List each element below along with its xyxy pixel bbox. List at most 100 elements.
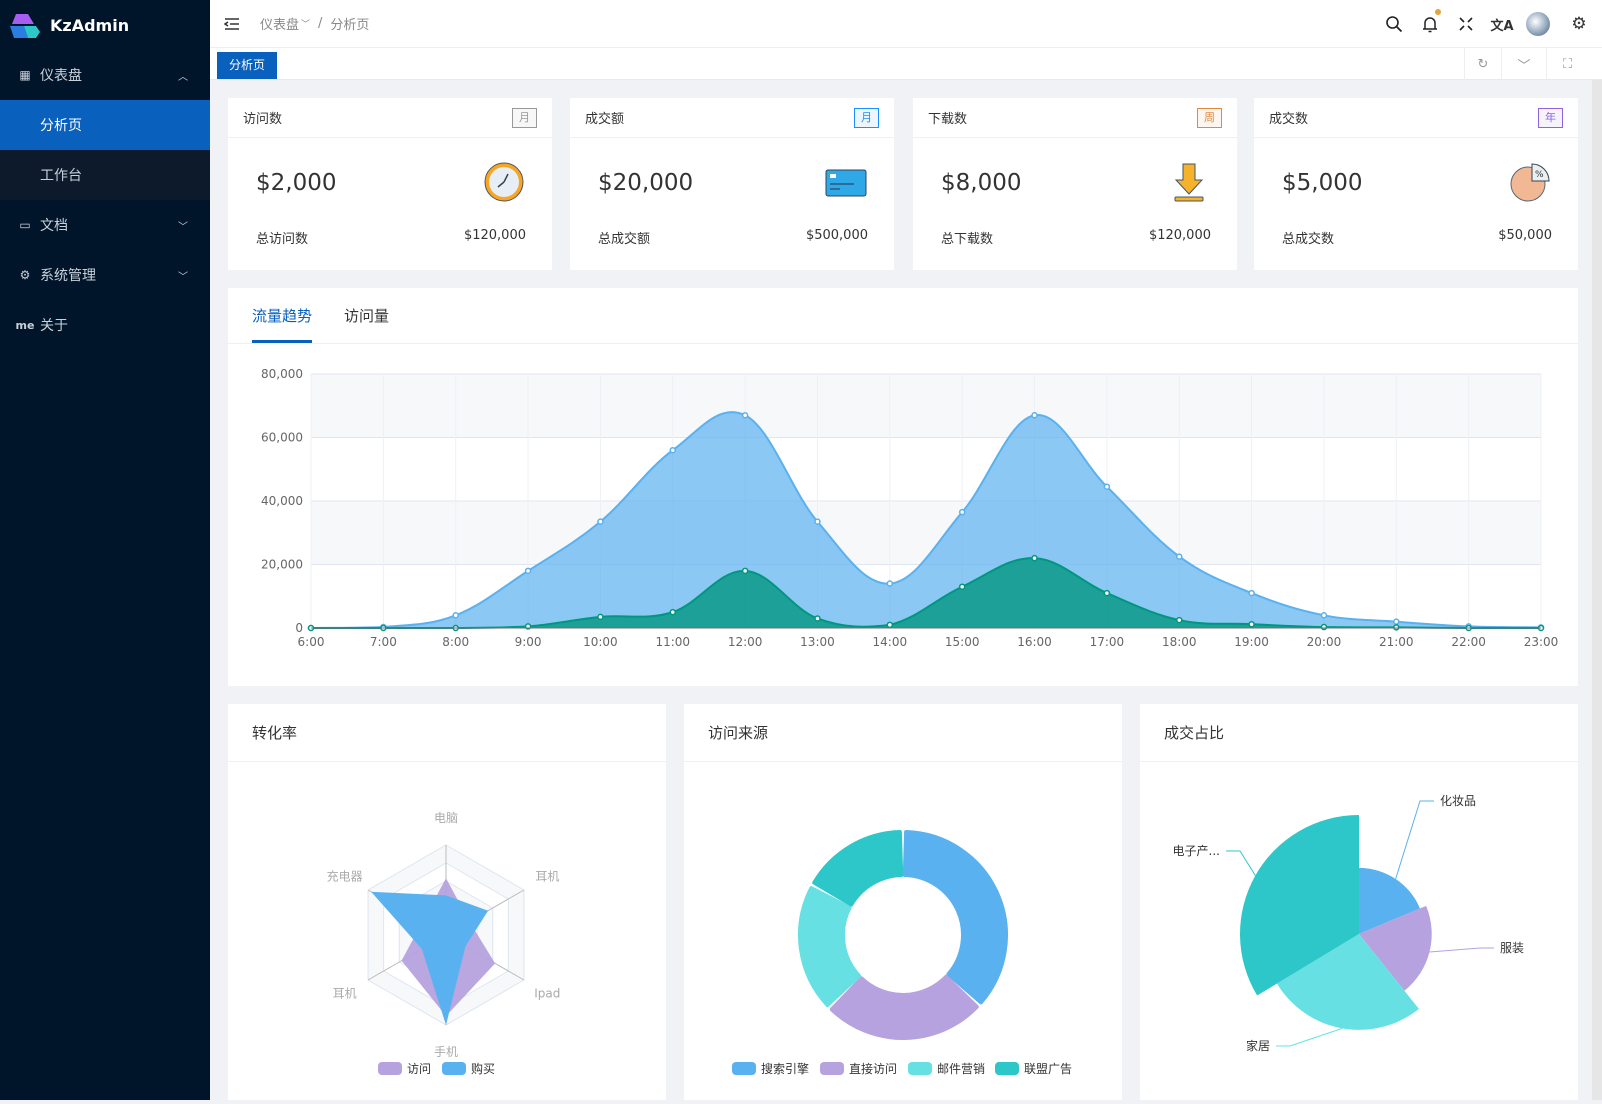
stat-total-value: $50,000 [1498, 228, 1552, 243]
radar-indicator-label: 耳机 [333, 987, 357, 1001]
x-tick-label: 12:00 [728, 635, 763, 649]
stat-card: 成交数 年 $5,000 % 总成交数 $50,000 [1254, 98, 1578, 270]
radar-indicator-label: 手机 [434, 1045, 458, 1059]
search-icon[interactable] [1376, 0, 1412, 48]
x-tick-label: 17:00 [1090, 635, 1125, 649]
stat-value: $2,000 [256, 170, 337, 196]
series-0-point [597, 518, 604, 525]
sidebar-item-system[interactable]: ⚙ 系统管理 ﹀ [0, 250, 210, 300]
slice-label: 电子产... [1173, 844, 1220, 858]
visit-source-card: 访问来源 搜索引擎 直接访问 邮件营销 联盟广告 [684, 704, 1122, 1100]
sidebar-item-label: 关于 [40, 318, 68, 334]
period-badge: 月 [512, 107, 537, 128]
me-icon: me [15, 318, 35, 332]
series-0-point [1393, 618, 1400, 625]
menu-fold-icon[interactable] [214, 0, 250, 48]
scrollbar[interactable] [1592, 80, 1602, 1100]
stat-card: 下载数 周 $8,000 总下载数 $120,000 [913, 98, 1237, 270]
legend-swatch [378, 1062, 402, 1075]
chevron-down-icon: ﹀ [301, 20, 311, 30]
sidebar: KzAdmin ▦ 仪表盘 ︿ 分析页 工作台 ▭ 文档 ﹀ ⚙ 系统管理 ﹀ me 关于 [0, 0, 210, 1100]
credit-card-icon [825, 169, 867, 197]
notification-dot [1435, 9, 1441, 15]
dashboard-icon: ▦ [19, 68, 31, 82]
sidebar-item-analysis[interactable]: 分析页 [0, 100, 210, 150]
series-0-point [1103, 483, 1111, 490]
card-title: 成交占比 [1140, 704, 1578, 762]
traffic-area-chart: 0 20,000 40,000 60,000 80,000 6:00 7:00 8:00 9:0… [261, 367, 1558, 649]
sidebar-item-workbench[interactable]: 工作台 [0, 150, 210, 200]
series-1-point [886, 621, 894, 629]
stat-total-value: $120,000 [1148, 228, 1211, 243]
rose-slice [1359, 867, 1420, 934]
grid-band [311, 501, 1541, 565]
translate-icon[interactable]: 文A [1490, 18, 1514, 34]
tab-traffic-trend[interactable]: 流量趋势 [252, 288, 313, 343]
bell-icon[interactable] [1412, 0, 1448, 48]
label-line [1429, 947, 1494, 953]
sidebar-item-about[interactable]: me 关于 [0, 300, 210, 350]
legend-swatch [908, 1062, 932, 1075]
x-tick-label: 9:00 [515, 635, 542, 649]
x-tick-label: 16:00 [1017, 635, 1052, 649]
x-tick-label: 15:00 [945, 635, 980, 649]
stat-value: $5,000 [1282, 170, 1363, 196]
x-tick-label: 11:00 [655, 635, 690, 649]
pie-percent-icon: % [1510, 163, 1550, 202]
legend-swatch [442, 1062, 466, 1075]
chevron-down-icon: ﹀ [178, 221, 188, 233]
app-name: KzAdmin [50, 15, 130, 35]
rose-slice [1276, 934, 1419, 1030]
x-tick-label: 6:00 [298, 635, 325, 649]
stat-title: 成交额 [585, 112, 625, 127]
chevron-up-icon: ︿ [178, 71, 188, 83]
series-0-point [958, 508, 966, 516]
fullscreen-icon[interactable]: ⛶ [1546, 48, 1588, 80]
legend-label: 联盟广告 [1024, 1062, 1072, 1076]
series-1-area [311, 558, 1541, 628]
legend-label: 访问 [407, 1062, 431, 1076]
series-1-point [958, 583, 966, 590]
stat-total-label: 总下载数 [941, 232, 994, 247]
radar-indicator-label: 电脑 [434, 811, 458, 825]
fullscreen-icon[interactable] [1448, 0, 1484, 48]
rose-slice [1240, 815, 1359, 996]
x-tick-label: 13:00 [800, 635, 835, 649]
series-0-area [311, 412, 1541, 628]
legend-label: 邮件营销 [937, 1062, 985, 1076]
period-badge: 年 [1538, 107, 1563, 128]
stat-total-value: $500,000 [805, 228, 868, 243]
settings-icon[interactable]: ⚙ [1571, 14, 1587, 34]
series-1-point [1248, 620, 1255, 628]
clock-icon [484, 162, 524, 202]
grid-band [311, 437, 1541, 501]
series-0-point [741, 412, 749, 419]
sidebar-item-dashboard[interactable]: ▦ 仪表盘 ︿ [0, 50, 210, 100]
donut-slice [812, 830, 904, 907]
header: 仪表盘 ﹀ / 分析页 文A ⚙ [210, 0, 1602, 48]
label-line [1226, 850, 1256, 876]
stat-card: 成交额 月 $20,000 总成交额 $500,000 [570, 98, 894, 270]
card-title: 转化率 [228, 704, 666, 762]
chevron-down-icon[interactable]: ﹀ [1501, 48, 1546, 80]
legend-swatch [820, 1062, 844, 1075]
series-0-point [1320, 612, 1328, 619]
logo-icon [10, 14, 40, 38]
logo[interactable]: KzAdmin [0, 0, 210, 50]
radar-indicator-label: Ipad [534, 987, 560, 1001]
refresh-icon[interactable]: ↻ [1464, 48, 1501, 80]
donut-slice [829, 974, 979, 1040]
tab-analysis[interactable]: 分析页 [217, 52, 278, 79]
donut-slice [798, 886, 861, 1008]
y-tick-label: 20,000 [261, 558, 303, 572]
legend-label: 搜索引擎 [761, 1061, 809, 1076]
donut-slice [902, 830, 1008, 1005]
tab-visits[interactable]: 访问量 [344, 307, 390, 325]
sidebar-item-docs[interactable]: ▭ 文档 ﹀ [0, 200, 210, 250]
stat-total-label: 总成交数 [1282, 232, 1335, 247]
series-0-point [814, 518, 821, 525]
breadcrumb-dashboard[interactable]: 仪表盘 [260, 18, 300, 33]
series-1-point [1393, 624, 1400, 631]
avatar[interactable] [1520, 0, 1556, 48]
